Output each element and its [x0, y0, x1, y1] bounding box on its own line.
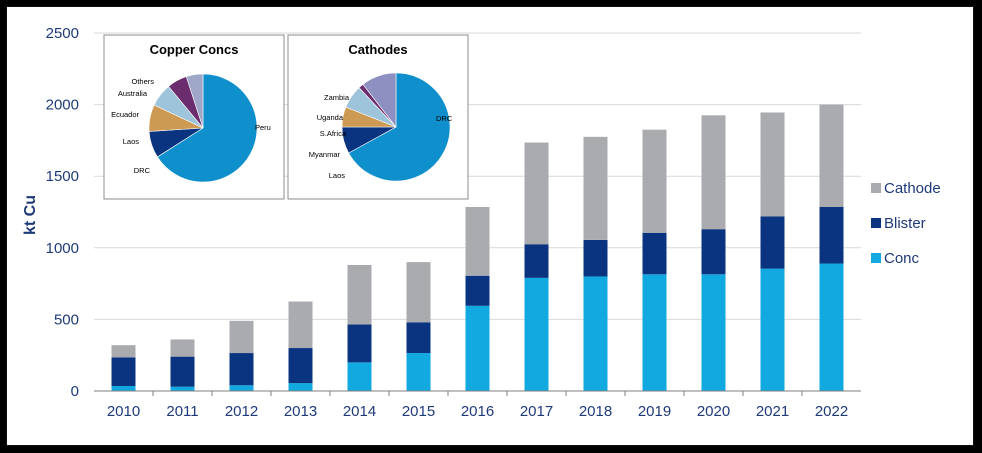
bar-cathode-2013	[288, 301, 313, 349]
bar-blister-2010	[111, 357, 136, 386]
x-tick-label: 2013	[284, 403, 317, 420]
inset-copper-concs: Copper Concs Peru DRC Laos Ecuador Australia…	[103, 34, 285, 200]
x-tick-label: 2018	[579, 403, 612, 420]
y-tick-label: 1000	[46, 240, 79, 257]
bar-cathode-2022	[819, 104, 844, 207]
bar-blister-2015	[406, 322, 431, 354]
bar-conc-2021	[760, 268, 785, 391]
bar-blister-2018	[583, 239, 608, 277]
x-tick-label: 2011	[166, 403, 198, 420]
pie-copper-concs: Peru DRC Laos Ecuador Australia Others	[111, 73, 271, 183]
pie-label-zambia: Zambia	[324, 93, 350, 102]
x-tick-label: 2015	[402, 403, 435, 420]
bar-cathode-2016	[465, 206, 490, 276]
x-tick-label: 2019	[638, 403, 671, 420]
bar-blister-2013	[288, 348, 313, 384]
pie-label-uganda: Uganda	[317, 113, 344, 122]
legend-label-conc: Conc	[884, 250, 920, 267]
bar-conc-2011	[170, 386, 195, 391]
bar-conc-2016	[465, 305, 490, 391]
x-axis-ticks: 2010 2011 2012 2013 2014 2015 2016 2017 2018 2019…	[107, 391, 848, 420]
legend: Cathode Blister Conc	[871, 180, 941, 267]
bar-blister-2019	[642, 232, 667, 275]
inset-cathodes-title: Cathodes	[348, 42, 407, 57]
pie-label-laos: Laos	[123, 137, 140, 146]
bar-blister-2017	[524, 244, 549, 278]
bars	[111, 104, 844, 391]
x-tick-label: 2016	[461, 403, 494, 420]
x-tick-label: 2020	[697, 403, 730, 420]
bar-blister-2016	[465, 275, 490, 306]
y-tick-label: 0	[71, 383, 79, 400]
y-tick-label: 1500	[46, 168, 79, 185]
inset-copper-concs-title: Copper Concs	[150, 42, 239, 57]
bar-blister-2014	[347, 324, 372, 363]
bar-conc-2022	[819, 263, 844, 391]
y-tick-label: 500	[54, 311, 79, 328]
pie-label-australia: Australia	[118, 89, 148, 98]
bar-cathode-2015	[406, 262, 431, 323]
bar-conc-2018	[583, 276, 608, 391]
x-tick-label: 2021	[756, 403, 789, 420]
x-tick-label: 2014	[343, 403, 376, 420]
pie-cathodes: DRC Laos Myanmar S.Africa Uganda Zambia	[309, 72, 453, 182]
bar-conc-2015	[406, 353, 431, 391]
bar-blister-2020	[701, 229, 726, 275]
pie-slice-drc	[348, 72, 451, 182]
y-tick-label: 2000	[46, 97, 79, 114]
bar-cathode-2012	[229, 320, 254, 354]
bar-cathode-2010	[111, 345, 136, 358]
pie-slice-peru	[156, 73, 258, 183]
y-axis-label: kt Cu	[22, 195, 39, 235]
bar-conc-2010	[111, 385, 136, 391]
bar-cathode-2019	[642, 129, 667, 233]
bar-conc-2014	[347, 362, 372, 391]
pie-slice-others	[185, 73, 204, 129]
legend-label-cathode: Cathode	[884, 180, 941, 197]
x-tick-label: 2017	[520, 403, 553, 420]
bar-conc-2020	[701, 274, 726, 391]
pie-label-peru: Peru	[255, 123, 271, 132]
bar-cathode-2017	[524, 142, 549, 245]
pie-label-ecuador: Ecuador	[111, 110, 139, 119]
y-tick-label: 2500	[46, 25, 79, 42]
legend-swatch-cathode	[871, 183, 881, 193]
legend-label-blister: Blister	[884, 215, 926, 232]
bar-cathode-2014	[347, 264, 372, 325]
y-axis-ticks: 0 500 1000 1500 2000 2500	[46, 25, 79, 400]
chart-frame: 0 500 1000 1500 2000 2500 2010 2011 2012 2013 201…	[6, 6, 974, 446]
bar-conc-2013	[288, 383, 313, 391]
bar-blister-2012	[229, 353, 254, 386]
bar-blister-2022	[819, 206, 844, 264]
bar-blister-2021	[760, 216, 785, 269]
bar-cathode-2020	[701, 115, 726, 230]
pie-label-others: Others	[131, 77, 154, 86]
bar-conc-2012	[229, 385, 254, 391]
x-tick-label: 2010	[107, 403, 140, 420]
inset-cathodes: Cathodes DRC Laos Myanmar S.Africa Uganda Zam…	[287, 34, 469, 200]
pie-label-drc: DRC	[436, 114, 453, 123]
legend-swatch-blister	[871, 218, 881, 228]
x-tick-label: 2012	[225, 403, 258, 420]
pie-slice-zambia	[362, 72, 397, 128]
pie-label-laos: Laos	[329, 171, 346, 180]
pie-label-myanmar: Myanmar	[309, 150, 341, 159]
pie-label-drc: DRC	[134, 166, 151, 175]
pie-label-safrica: S.Africa	[320, 129, 347, 138]
bar-conc-2019	[642, 274, 667, 391]
bar-cathode-2018	[583, 136, 608, 240]
bar-blister-2011	[170, 356, 195, 387]
bar-conc-2017	[524, 277, 549, 391]
bar-cathode-2021	[760, 112, 785, 217]
bar-cathode-2011	[170, 339, 195, 357]
legend-swatch-conc	[871, 253, 881, 263]
x-tick-label: 2022	[815, 403, 848, 420]
